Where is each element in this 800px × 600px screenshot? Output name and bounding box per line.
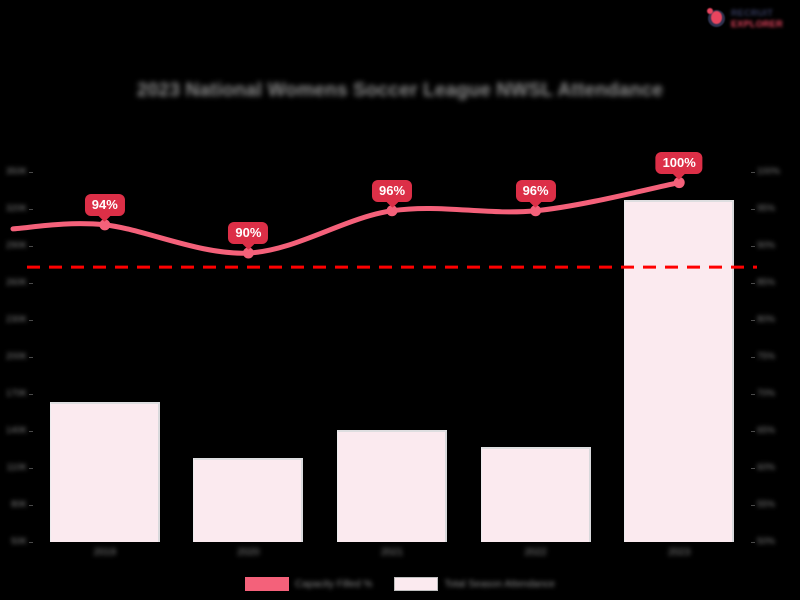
value-badge-2022: 96% (515, 179, 556, 208)
right-axis-tick (751, 320, 755, 321)
right-axis-tick-label: 55% (757, 499, 776, 509)
right-axis-tick (751, 283, 755, 284)
right-axis-tick-label: 60% (757, 462, 776, 472)
x-axis-label-2020: 2020 (237, 547, 260, 558)
chart-legend: Capacity Filled % Total Season Attendance (0, 577, 800, 591)
left-axis-tick-label: 200K (5, 351, 27, 361)
badge-tail (98, 208, 112, 222)
left-axis-tick (29, 357, 33, 358)
legend-swatch-bar (394, 577, 439, 591)
left-axis-tick-label: 230K (5, 314, 27, 324)
logo-word-top: RECRUIT (731, 8, 774, 18)
right-axis-tick (751, 505, 755, 506)
badge-tail (242, 237, 255, 250)
right-axis-tick-label: 100% (757, 166, 781, 176)
right-axis-tick-label: 70% (757, 388, 776, 398)
left-axis-tick (29, 246, 33, 247)
right-axis-tick-label: 90% (757, 240, 776, 250)
right-axis-tick (751, 172, 755, 173)
left-axis-tick-label: 170K (5, 388, 27, 398)
right-axis-tick (751, 542, 755, 543)
right-axis-tick-label: 50% (757, 536, 776, 546)
bar-2021[interactable] (337, 429, 447, 542)
right-axis-tick-label: 95% (757, 203, 776, 213)
left-axis-tick-label: 350K (5, 166, 27, 176)
left-axis-tick-label: 260K (5, 277, 27, 287)
left-axis-tick (29, 505, 33, 506)
right-axis-tick-label: 75% (757, 351, 776, 361)
logo-word-bottom: EXPLORER (731, 19, 783, 29)
left-axis-tick-label: 80K (10, 499, 27, 509)
chart-title: 2023 National Womens Soccer League NWSL … (137, 80, 663, 101)
right-axis-tick (751, 431, 755, 432)
left-axis-tick (29, 431, 33, 432)
right-axis-tick (751, 357, 755, 358)
value-badge-2019: 94% (84, 193, 125, 222)
right-axis-tick-label: 85% (757, 277, 776, 287)
legend-label: Total Season Attendance (444, 578, 555, 590)
value-badge-2020: 90% (228, 222, 269, 250)
left-axis-tick (29, 468, 33, 469)
bar-2023[interactable] (624, 200, 735, 542)
plot-area: 350K 320K 290K 260K 230K 200K 170K 140K 110K 80K 5… (6, 151, 780, 558)
left-axis-tick-label: 140K (5, 425, 27, 435)
right-axis-tick-label: 80% (757, 314, 776, 324)
legend-label: Capacity Filled % (295, 578, 373, 590)
left-axis-tick-label: 110K (6, 462, 27, 472)
left-axis-tick-label: 290K (5, 240, 27, 250)
right-axis-tick (751, 468, 755, 469)
left-axis-tick (29, 320, 33, 321)
right-axis-tick-label: 65% (757, 425, 776, 435)
x-axis-label-2023: 2023 (668, 547, 691, 558)
left-axis-tick (29, 542, 33, 543)
left-axis-tick-label: 320K (5, 203, 27, 213)
left-axis-tick (29, 283, 33, 284)
legend-item-1[interactable]: Total Season Attendance (394, 577, 555, 591)
left-axis-tick (29, 172, 33, 173)
right-axis-tick (751, 246, 755, 247)
value-badge-2023: 100% (655, 151, 703, 180)
x-axis-label-2019: 2019 (93, 547, 116, 558)
badge-tail (529, 194, 542, 208)
x-axis-label-2021: 2021 (380, 547, 404, 558)
logo-wordmark: RECRUIT EXPLORER (731, 7, 783, 29)
badge-tail (385, 194, 399, 208)
value-badge-2021: 96% (371, 179, 413, 208)
logo-flower-icon (706, 7, 728, 29)
badge-tail (672, 166, 686, 180)
bar-2020[interactable] (193, 457, 304, 542)
bar-2022[interactable] (480, 446, 591, 542)
x-axis-label-2022: 2022 (524, 547, 547, 558)
right-axis-tick (751, 394, 755, 395)
left-axis-tick (29, 394, 33, 395)
legend-swatch-line (245, 577, 290, 591)
left-axis-tick (29, 209, 33, 210)
left-axis-tick-label: 50K (10, 536, 27, 546)
bar-2019[interactable] (49, 401, 160, 542)
site-logo[interactable]: RECRUIT EXPLORER (706, 4, 792, 32)
right-axis-tick (751, 209, 755, 210)
legend-item-0[interactable]: Capacity Filled % (245, 577, 372, 591)
